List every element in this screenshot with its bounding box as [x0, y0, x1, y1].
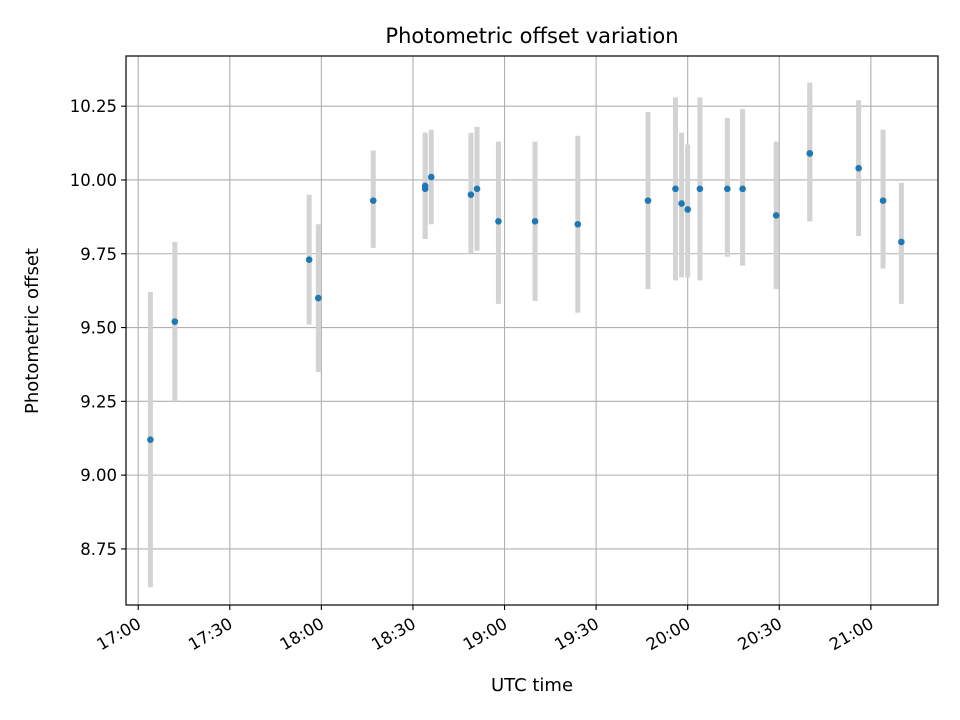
data-point — [672, 185, 679, 193]
y-axis-label: Photometric offset — [22, 248, 43, 414]
data-point — [678, 200, 685, 207]
data-point — [772, 212, 780, 219]
chart-title: Photometric offset variation — [385, 24, 678, 48]
y-tick-label: 9.50 — [80, 319, 117, 338]
data-point — [305, 256, 313, 263]
y-tick-label: 9.25 — [80, 392, 117, 411]
data-point — [473, 185, 481, 193]
data-point — [879, 197, 887, 204]
data-points — [147, 150, 905, 444]
data-point — [684, 206, 691, 213]
plot-area — [126, 56, 938, 605]
x-axis-label: UTC time — [491, 675, 573, 696]
data-point — [421, 182, 429, 190]
data-point — [369, 197, 377, 204]
data-point — [724, 185, 731, 193]
y-tick-label: 10.25 — [70, 97, 117, 116]
y-tick-label: 9.00 — [80, 466, 117, 485]
data-point — [739, 185, 746, 193]
data-point — [315, 294, 322, 302]
data-point — [696, 185, 704, 193]
data-point — [147, 436, 154, 444]
data-point — [427, 173, 435, 181]
y-tick-label: 8.75 — [80, 540, 117, 559]
plot-frame — [125, 55, 939, 606]
data-point — [898, 238, 905, 246]
data-point — [644, 197, 652, 204]
grid-lines — [126, 56, 938, 605]
data-point — [531, 217, 539, 225]
data-point — [574, 220, 582, 228]
y-axis-ticks: 8.75 9.00 9.25 9.50 9.75 10.00 10.25 — [70, 97, 126, 559]
y-tick-label: 10.00 — [70, 171, 117, 190]
data-point — [855, 164, 862, 172]
y-tick-label: 9.75 — [80, 245, 117, 264]
data-point — [495, 217, 502, 225]
data-point — [171, 318, 179, 325]
data-point — [806, 150, 814, 157]
data-point — [467, 191, 475, 199]
